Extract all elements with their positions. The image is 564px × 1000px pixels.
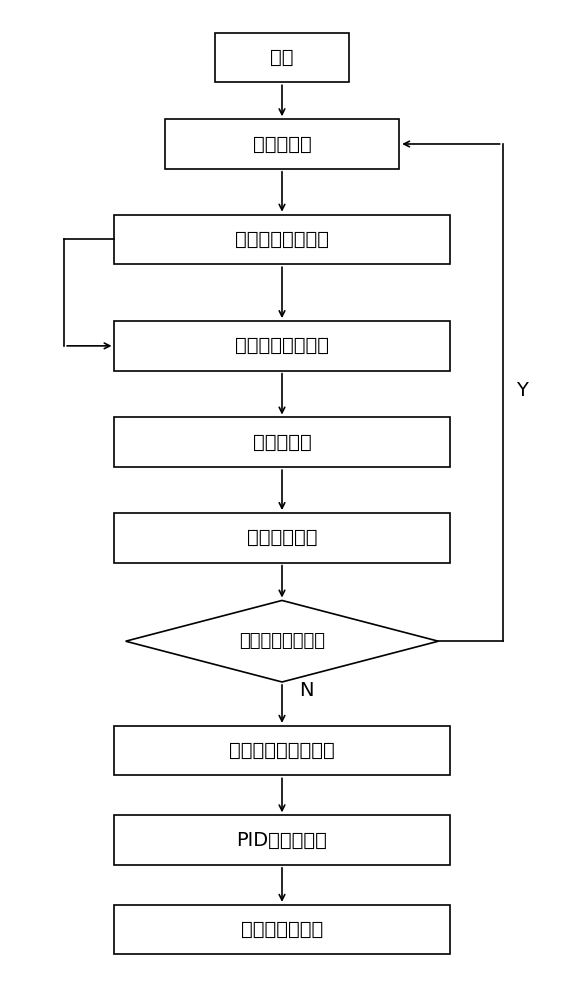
Text: 调整当前高度否？: 调整当前高度否？	[239, 632, 325, 650]
Polygon shape	[126, 600, 438, 682]
FancyBboxPatch shape	[114, 417, 450, 467]
FancyBboxPatch shape	[215, 33, 349, 82]
FancyBboxPatch shape	[114, 905, 450, 954]
Text: 显示当前高度: 显示当前高度	[247, 528, 317, 547]
FancyBboxPatch shape	[165, 119, 399, 169]
Text: 调整割台平均高度: 调整割台平均高度	[235, 230, 329, 249]
FancyBboxPatch shape	[114, 726, 450, 775]
Text: N: N	[299, 681, 313, 700]
FancyBboxPatch shape	[114, 513, 450, 563]
FancyBboxPatch shape	[114, 815, 450, 865]
Text: 系统初始化: 系统初始化	[253, 134, 311, 153]
Text: 超声波测距子程序: 超声波测距子程序	[235, 336, 329, 355]
FancyBboxPatch shape	[114, 215, 450, 264]
Text: 计算高度值: 计算高度值	[253, 433, 311, 452]
Text: 存储当前割台高度值: 存储当前割台高度值	[229, 741, 335, 760]
Text: 控制液压阀动作: 控制液压阀动作	[241, 920, 323, 939]
Text: Y: Y	[516, 381, 528, 400]
Text: 开始: 开始	[270, 48, 294, 67]
Text: PID控制子程序: PID控制子程序	[236, 831, 328, 850]
FancyBboxPatch shape	[114, 321, 450, 371]
